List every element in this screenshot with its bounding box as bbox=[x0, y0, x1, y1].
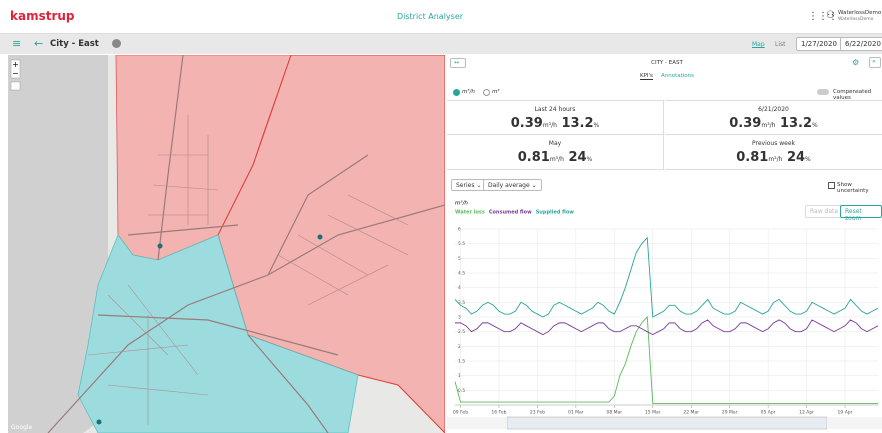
y-axis-label: m³/h bbox=[455, 200, 468, 207]
legend-entry: Consumed flow bbox=[489, 210, 532, 216]
x-tick-label: 08 Mar bbox=[606, 410, 622, 416]
kpi-pct: 24 bbox=[787, 150, 805, 165]
x-tick-label: 19 Apr bbox=[838, 410, 853, 416]
navigator[interactable] bbox=[507, 417, 827, 429]
navigator-outside bbox=[827, 417, 882, 429]
kpi-label: Previous week bbox=[665, 140, 882, 147]
header: kamstrup District Analyser ⋮⋮⋮ ⚇ Waterlo… bbox=[0, 0, 882, 34]
radio[interactable] bbox=[483, 89, 490, 96]
series-label: Series bbox=[456, 182, 474, 189]
series-line bbox=[455, 320, 878, 335]
toolbar-title: City - East bbox=[50, 39, 99, 49]
info-icon[interactable] bbox=[112, 39, 121, 48]
kpi-card: May 0.81m³/h 24% bbox=[447, 135, 664, 170]
zoom-in[interactable]: + bbox=[12, 60, 19, 69]
kpi-value: 0.81 bbox=[518, 150, 550, 165]
average-label: Daily average bbox=[488, 182, 530, 189]
x-tick-label: 16 Feb bbox=[491, 410, 506, 416]
y-tick-label: 0.5 bbox=[458, 388, 465, 394]
settings-icon[interactable]: ⚙ bbox=[852, 58, 859, 67]
y-tick-label: 1.5 bbox=[458, 359, 465, 365]
y-tick-label: 4.5 bbox=[458, 271, 465, 277]
x-tick-label: 22 Mar bbox=[683, 410, 699, 416]
unit-option[interactable]: m³ bbox=[492, 89, 500, 95]
panel-title: CITY - EAST bbox=[627, 60, 707, 66]
logo[interactable]: kamstrup bbox=[10, 9, 75, 23]
average-button[interactable]: Daily average ⌄ bbox=[483, 179, 542, 191]
kpi-label: 6/21/2020 bbox=[665, 106, 882, 113]
list-tab[interactable]: List bbox=[775, 41, 786, 48]
kpi-card: 6/21/2020 0.39m³/h 13.2% bbox=[665, 100, 882, 135]
layer-button[interactable] bbox=[11, 82, 20, 90]
radio-selected[interactable] bbox=[453, 89, 460, 96]
uncertainty-label: Show uncertainty bbox=[837, 182, 882, 194]
meter-point[interactable] bbox=[158, 244, 163, 249]
kpi-card: Last 24 hours 0.39m³/h 13.2% bbox=[447, 100, 664, 135]
expand-button[interactable]: ↔ bbox=[450, 58, 466, 68]
x-tick-label: 12 Apr bbox=[799, 410, 814, 416]
menu-icon[interactable]: ≡ bbox=[12, 37, 21, 50]
x-tick-label: 23 Feb bbox=[530, 410, 545, 416]
map[interactable]: + − Google bbox=[8, 55, 445, 433]
meter-point[interactable] bbox=[318, 235, 323, 240]
x-tick-label: 01 Mar bbox=[568, 410, 584, 416]
page: kamstrup District Analyser ⋮⋮⋮ ⚇ Waterlo… bbox=[0, 0, 882, 433]
kpi-pct: 13.2 bbox=[561, 116, 593, 131]
kpi-pct: 13.2 bbox=[780, 116, 812, 131]
collapse-button[interactable]: » bbox=[869, 57, 881, 68]
y-tick-label: 5.5 bbox=[458, 241, 465, 247]
zoom-out[interactable]: − bbox=[12, 69, 19, 78]
kpi-pct-unit: % bbox=[805, 156, 811, 163]
x-tick-label: 29 Mar bbox=[722, 410, 738, 416]
kpi-unit: m³/h bbox=[761, 122, 775, 129]
y-tick-label: 2.5 bbox=[458, 329, 465, 335]
kpi-unit: m³/h bbox=[768, 156, 782, 163]
y-tick-label: 3.5 bbox=[458, 300, 465, 306]
kpi-value: 0.81 bbox=[736, 150, 768, 165]
map-credit: Google bbox=[11, 424, 32, 431]
legend-entry: Supplied flow bbox=[536, 210, 575, 216]
x-tick-label: 15 Mar bbox=[645, 410, 661, 416]
meter-point[interactable] bbox=[97, 420, 102, 425]
app-title: District Analyser bbox=[380, 12, 480, 21]
back-arrow[interactable]: ← bbox=[34, 37, 43, 50]
user-sub: WaterlossDemo bbox=[838, 17, 873, 22]
kpi-value: 0.39 bbox=[729, 116, 761, 131]
date-to[interactable]: 6/22/2020 bbox=[840, 37, 882, 51]
series-button[interactable]: Series ⌄ bbox=[451, 179, 486, 191]
x-tick-label: 05 Apr bbox=[761, 410, 776, 416]
user-name[interactable]: WaterlossDemo bbox=[838, 10, 881, 16]
checkbox[interactable] bbox=[828, 182, 835, 189]
user-icon[interactable]: ⚇ bbox=[826, 10, 835, 21]
legend-entry: Water loss bbox=[455, 210, 485, 216]
map-tab[interactable]: Map bbox=[752, 41, 765, 48]
toggle[interactable] bbox=[817, 89, 829, 95]
navigator-outside bbox=[447, 417, 507, 429]
series-line bbox=[455, 238, 878, 317]
kpi-unit: m³/h bbox=[550, 156, 564, 163]
tab-kpis[interactable]: KPI's bbox=[640, 73, 653, 80]
x-tick-label: 09 Feb bbox=[453, 410, 468, 416]
kpi-label: May bbox=[447, 140, 663, 147]
kpi-value: 0.39 bbox=[511, 116, 543, 131]
kpi-pct: 24 bbox=[568, 150, 586, 165]
unit-option[interactable]: m³/h bbox=[462, 89, 475, 95]
kpi-unit: m³/h bbox=[543, 122, 557, 129]
kpi-card: Previous week 0.81m³/h 24% bbox=[665, 135, 882, 170]
kpi-pct-unit: % bbox=[587, 156, 593, 163]
date-sep: › bbox=[834, 39, 836, 46]
kpi-pct-unit: % bbox=[812, 122, 818, 129]
kpi-label: Last 24 hours bbox=[447, 106, 663, 113]
kpi-pct-unit: % bbox=[594, 122, 600, 129]
tab-annotations[interactable]: Annotations bbox=[661, 73, 694, 79]
toolbar: ≡ ← City - East Map List 1/27/2020 › 6/2… bbox=[0, 34, 882, 54]
